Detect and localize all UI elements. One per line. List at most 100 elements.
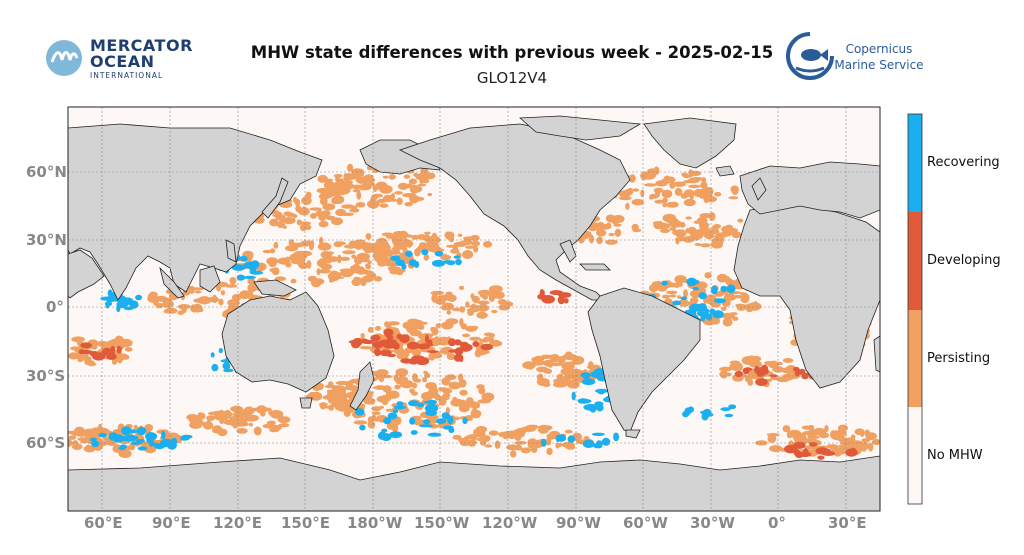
persisting-patch [347, 163, 354, 172]
legend-no-mhw: No MHW [927, 448, 983, 463]
developing-patch [801, 373, 809, 380]
legend-recovering: Recovering [927, 155, 1000, 170]
persisting-patch [395, 268, 406, 273]
persisting-patch [421, 178, 430, 184]
persisting-patch [824, 425, 829, 432]
developing-patch [460, 343, 473, 352]
persisting-patch [322, 251, 327, 260]
recovering-patch [392, 409, 399, 414]
persisting-patch [672, 181, 686, 187]
persisting-patch [668, 220, 683, 228]
developing-patch [557, 295, 565, 305]
developing-patch [817, 455, 825, 460]
persisting-patch [839, 424, 847, 431]
developing-patch [754, 367, 766, 374]
recovering-patch [416, 402, 425, 408]
persisting-patch [666, 282, 677, 288]
persisting-patch [653, 221, 665, 230]
recovering-patch [126, 429, 139, 433]
developing-patch [850, 447, 857, 455]
persisting-patch [662, 202, 668, 208]
recovering-patch [123, 306, 134, 311]
persisting-patch [426, 241, 434, 246]
persisting-patch [236, 428, 248, 434]
persisting-patch [653, 166, 660, 175]
map-frame [67, 106, 881, 512]
developing-patch [116, 345, 122, 354]
recovering-patch [419, 424, 433, 428]
persisting-patch [819, 432, 830, 439]
persisting-patch [284, 245, 299, 252]
developing-patch [399, 334, 410, 343]
persisting-patch [339, 256, 351, 261]
persisting-patch [377, 198, 387, 203]
recovering-patch [211, 363, 219, 372]
persisting-patch [475, 426, 488, 433]
persisting-patch [355, 243, 363, 250]
persisting-patch [352, 189, 361, 193]
persisting-patch [327, 272, 335, 280]
persisting-patch [730, 362, 737, 371]
persisting-patch [177, 310, 185, 316]
persisting-patch [318, 402, 328, 407]
persisting-patch [445, 291, 453, 296]
persisting-patch [412, 419, 426, 426]
persisting-patch [301, 196, 312, 205]
land-greenland [643, 117, 737, 169]
lon-label-120e: 120°E [213, 514, 263, 532]
persisting-patch [410, 326, 416, 332]
persisting-patch [375, 181, 388, 191]
persisting-patch [407, 183, 413, 189]
lon-label-30e: 30°E [828, 514, 867, 532]
persisting-patch [695, 229, 703, 233]
persisting-patch [207, 411, 219, 416]
persisting-patch [282, 225, 287, 229]
recovering-patch [240, 255, 248, 262]
persisting-patch [269, 428, 280, 433]
recovering-patch [541, 438, 547, 447]
persisting-patch [343, 173, 349, 182]
developing-patch [784, 444, 798, 454]
persisting-patch [699, 213, 713, 219]
persisting-patch [588, 361, 594, 369]
persisting-patch [429, 356, 435, 361]
persisting-patch [90, 344, 98, 350]
persisting-patch [674, 275, 687, 284]
persisting-patch [683, 180, 693, 184]
persisting-patch [457, 373, 464, 382]
persisting-patch [217, 428, 228, 437]
persisting-patch [346, 183, 355, 190]
persisting-patch [711, 237, 724, 246]
persisting-patch [382, 175, 389, 179]
persisting-patch [299, 254, 306, 261]
lon-label-30w: 30°W [690, 514, 735, 532]
recovering-patch [720, 285, 727, 293]
persisting-patch [327, 256, 339, 262]
persisting-patch [347, 392, 356, 399]
persisting-patch [685, 228, 691, 234]
persisting-patch [846, 437, 853, 443]
persisting-patch [482, 294, 489, 300]
persisting-patch [471, 240, 481, 247]
persisting-patch [632, 188, 640, 192]
recovering-patch [395, 259, 406, 267]
persisting-patch [365, 233, 372, 240]
persisting-patch [612, 215, 625, 223]
persisting-patch [525, 424, 539, 430]
recovering-patch [424, 404, 439, 413]
persisting-patch [766, 433, 780, 437]
persisting-patch [102, 440, 112, 445]
persisting-patch [469, 336, 482, 341]
recovering-patch [595, 388, 608, 394]
persisting-patch [506, 444, 520, 451]
developing-patch [794, 370, 800, 377]
persisting-patch [193, 303, 202, 313]
persisting-patch [451, 385, 461, 389]
persisting-patch [596, 236, 603, 245]
persisting-patch [416, 234, 427, 240]
persisting-patch [439, 387, 451, 392]
developing-patch [379, 339, 394, 344]
persisting-patch [198, 299, 209, 304]
persisting-patch [309, 207, 322, 211]
persisting-patch [279, 218, 284, 225]
